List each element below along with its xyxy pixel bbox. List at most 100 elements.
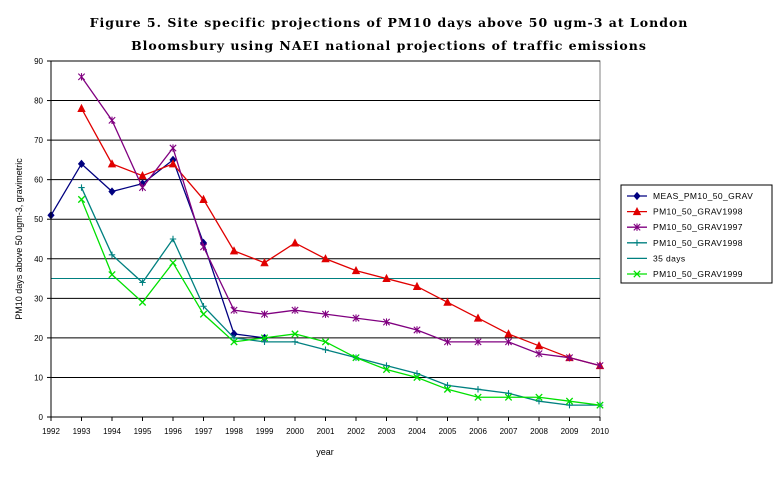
point-5-2009 <box>565 397 574 405</box>
x-tick-labels: 1992 1993 1994 1995 1996 1997 1998 1999 2000 2001… <box>42 417 609 436</box>
x-tick-label-1993: 1993 <box>73 427 91 436</box>
chart-title: Figure 5. Site specific projections of P… <box>90 15 689 53</box>
x-tick-label-2000: 2000 <box>286 427 304 436</box>
point-3-1998 <box>230 334 238 342</box>
point-3-1995 <box>139 279 146 286</box>
legend-marker-0 <box>633 191 641 201</box>
point-5-1993 <box>77 195 86 204</box>
point-5-2001 <box>321 338 330 346</box>
point-3-2003 <box>383 362 390 369</box>
point-1-1997 <box>199 194 208 203</box>
point-1-2008 <box>534 341 544 350</box>
x-tick-label-2008: 2008 <box>530 427 548 436</box>
point-1-1993 <box>77 103 86 112</box>
point-5-2008 <box>535 393 543 401</box>
point-5-1995 <box>138 298 147 306</box>
point-3-2006 <box>474 386 482 393</box>
point-0-1994 <box>108 187 116 196</box>
x-tick-label-1992: 1992 <box>42 427 60 436</box>
x-tick-label-1997: 1997 <box>195 427 213 436</box>
point-2-2008 <box>535 350 543 358</box>
legend-label-4: 35 days <box>653 253 686 263</box>
point-1-1994 <box>107 159 117 168</box>
point-2-1999 <box>260 310 269 318</box>
point-1-2000 <box>290 238 300 247</box>
point-1-1995 <box>138 171 147 180</box>
point-1-2006 <box>473 313 483 322</box>
x-tick-label-1994: 1994 <box>103 427 121 436</box>
point-3-2005 <box>444 382 451 389</box>
point-5-1999 <box>260 334 269 342</box>
point-2-2003 <box>382 318 391 326</box>
point-2-2009 <box>565 353 574 362</box>
point-3-1996 <box>169 235 177 243</box>
point-2-1995 <box>138 183 147 192</box>
point-3-2000 <box>291 338 299 346</box>
x-tick-label-1998: 1998 <box>225 427 243 436</box>
point-5-2010 <box>596 401 604 409</box>
legend-item-4: 35 days <box>627 253 686 263</box>
chart-title-line-1: Figure 5. Site specific projections of P… <box>90 15 689 30</box>
point-2-1997 <box>199 243 208 251</box>
series-line-5 <box>80 199 601 406</box>
point-5-2006 <box>474 393 482 401</box>
x-tick-label-2006: 2006 <box>469 427 487 436</box>
y-tick-label-80: 80 <box>34 97 43 106</box>
y-tick-label-50: 50 <box>34 215 43 224</box>
y-tick-labels: 0 10 20 30 40 50 60 70 80 90 <box>34 57 51 422</box>
point-3-2009 <box>566 401 573 409</box>
point-2-2001 <box>321 310 330 318</box>
legend-item-0: MEAS_PM10_50_GRAV <box>627 191 753 201</box>
point-3-1994 <box>108 251 116 259</box>
point-5-1998 <box>230 338 238 346</box>
legend-label-1: PM10_50_GRAV1998 <box>653 207 743 217</box>
series-line-1 <box>80 108 601 367</box>
point-1-2005 <box>443 297 452 306</box>
point-5-2003 <box>382 365 391 374</box>
point-5-1994 <box>108 270 116 279</box>
x-tick-label-2007: 2007 <box>500 427 518 436</box>
point-0-1993 <box>77 159 86 169</box>
plot-area <box>50 60 601 418</box>
x-tick-label-2010: 2010 <box>591 427 609 436</box>
point-1-2003 <box>382 273 391 283</box>
legend-marker-1 <box>632 206 642 216</box>
legend-marker-2 <box>633 223 641 231</box>
point-2-2000 <box>291 306 299 314</box>
point-5-2004 <box>413 373 421 382</box>
point-1-1999 <box>260 258 269 267</box>
legend-item-3: PM10_50_GRAV1998 <box>627 238 743 248</box>
point-5-2000 <box>291 330 299 338</box>
legend-label-5: PM10_50_GRAV1999 <box>653 269 743 279</box>
legend-item-5: PM10_50_GRAV1999 <box>627 269 743 279</box>
x-tick-label-2001: 2001 <box>317 427 335 436</box>
point-5-2002 <box>352 354 360 362</box>
point-5-2005 <box>443 385 452 393</box>
legend-label-0: MEAS_PM10_50_GRAV <box>653 191 753 201</box>
legend-box <box>620 184 773 284</box>
x-tick-label-2002: 2002 <box>347 427 365 436</box>
legend-marker-5 <box>633 270 641 278</box>
point-3-1999 <box>261 338 268 346</box>
point-1-1998 <box>229 246 239 255</box>
point-2-2006 <box>474 338 482 346</box>
series-line-0 <box>50 158 265 339</box>
series-5 <box>77 195 604 409</box>
point-5-1996 <box>169 259 177 267</box>
legend-marker-3 <box>633 239 641 246</box>
x-tick-label-2003: 2003 <box>378 427 396 436</box>
point-3-2004 <box>413 370 421 377</box>
point-2-1998 <box>230 306 238 314</box>
y-tick-label-70: 70 <box>34 136 43 145</box>
point-5-2007 <box>504 393 513 401</box>
point-3-2008 <box>535 397 543 405</box>
legend-label-3: PM10_50_GRAV1998 <box>653 238 743 248</box>
point-2-2002 <box>352 314 360 322</box>
point-3-1993 <box>78 184 85 191</box>
point-3-1997 <box>200 303 207 310</box>
y-tick-label-20: 20 <box>34 334 43 343</box>
point-2-2004 <box>413 326 421 334</box>
x-axis-label: year <box>316 447 334 457</box>
point-1-2001 <box>321 254 330 263</box>
